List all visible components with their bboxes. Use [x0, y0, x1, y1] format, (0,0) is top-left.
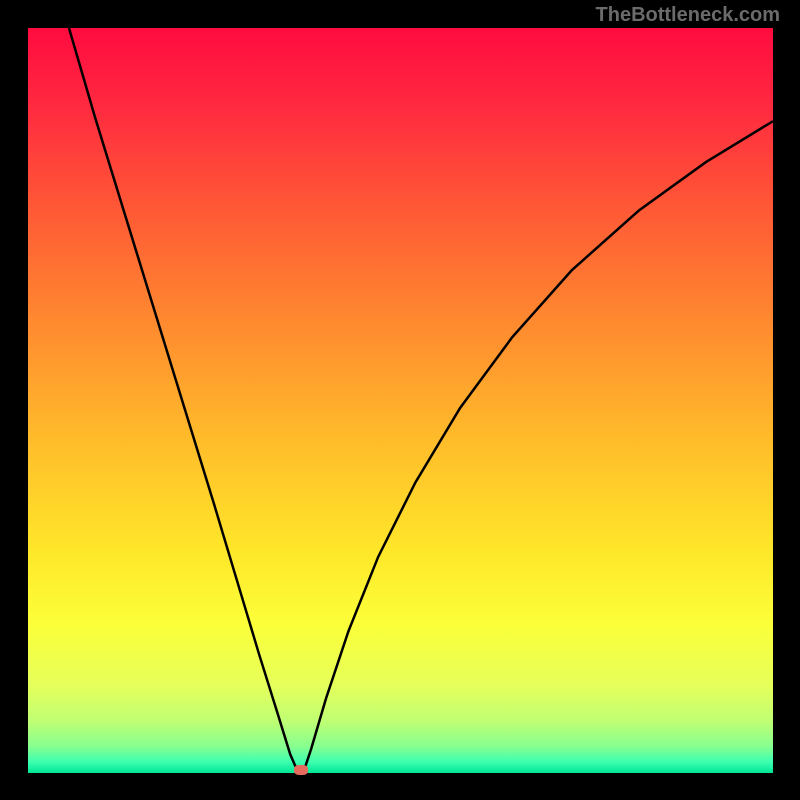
gradient-background — [28, 28, 773, 773]
optimum-marker — [294, 765, 308, 775]
plot-area — [28, 28, 773, 773]
watermark-text: TheBottleneck.com — [596, 4, 780, 27]
